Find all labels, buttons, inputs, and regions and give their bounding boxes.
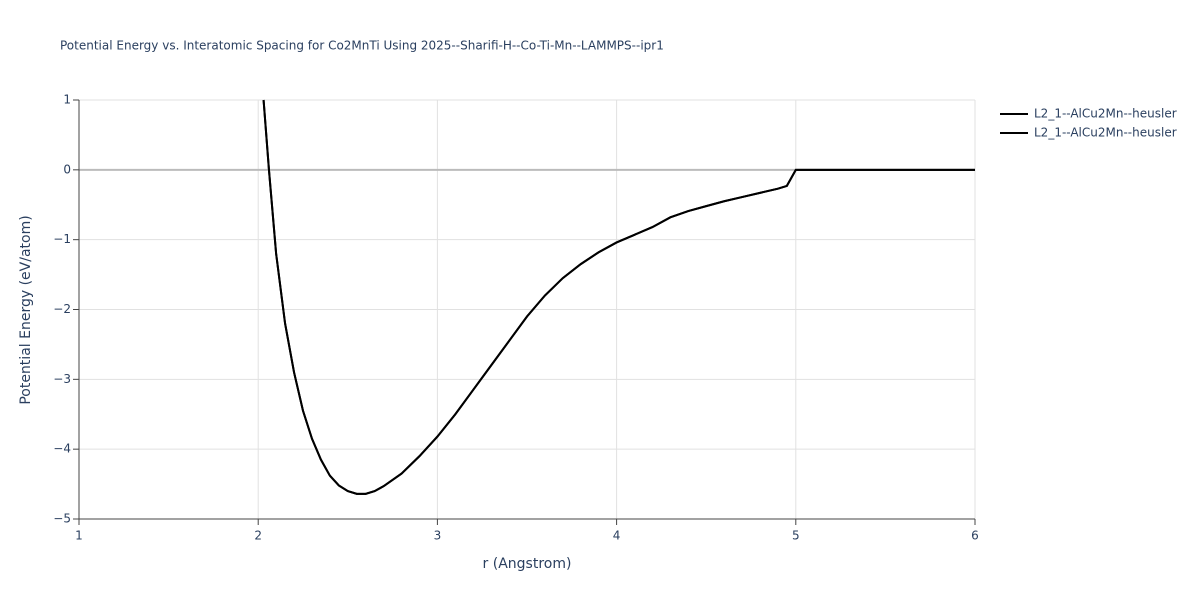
data-line [262, 99, 975, 495]
x-tick-label: 5 [792, 529, 800, 543]
x-tick-label: 6 [971, 529, 979, 543]
y-tick-label: −5 [53, 512, 71, 526]
x-tick-label: 4 [613, 529, 621, 543]
y-tick-label: −4 [53, 442, 71, 456]
y-tick-label: −3 [53, 372, 71, 386]
chart-title: Potential Energy vs. Interatomic Spacing… [60, 39, 664, 53]
x-tick-label: 2 [254, 529, 262, 543]
legend-label: L2_1--AlCu2Mn--heusler [1034, 126, 1177, 140]
y-tick-label: 1 [63, 93, 71, 107]
data-line [262, 99, 975, 495]
x-tick-label: 3 [434, 529, 442, 543]
y-axis-title: Potential Energy (eV/atom) [18, 215, 34, 404]
y-tick-label: 0 [63, 162, 71, 176]
y-tick-label: −1 [53, 232, 71, 246]
x-axis-title: r (Angstrom) [483, 556, 572, 572]
x-tick-label: 1 [75, 529, 83, 543]
y-tick-label: −2 [53, 302, 71, 316]
legend-label: L2_1--AlCu2Mn--heusler [1034, 107, 1177, 121]
